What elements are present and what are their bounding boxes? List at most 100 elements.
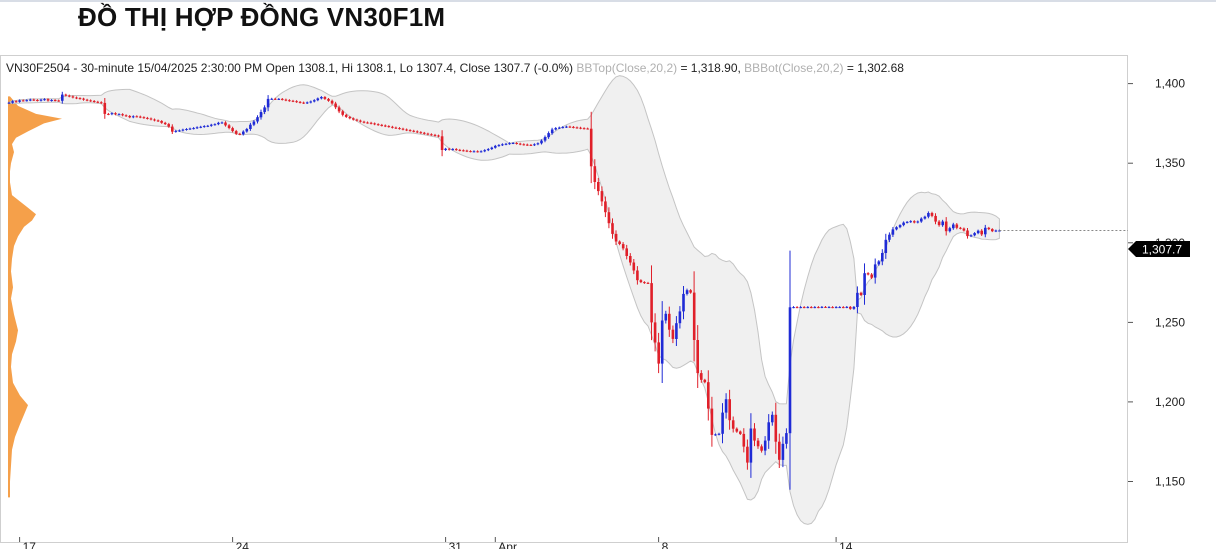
candle-body [107, 113, 110, 115]
candle [305, 101, 309, 104]
candle-body [515, 143, 518, 144]
candle-body [359, 120, 362, 122]
y-tick-label: 1,150 [1155, 475, 1185, 489]
candle [749, 413, 753, 478]
candle [149, 117, 153, 121]
candle-body [678, 311, 682, 324]
candle-body [632, 262, 636, 271]
candle [462, 149, 465, 152]
candle-body [256, 117, 259, 122]
candle [771, 411, 774, 426]
candle [952, 222, 955, 230]
candle [39, 98, 43, 102]
candle [309, 100, 312, 104]
candle [536, 142, 540, 146]
candle-body [845, 306, 849, 308]
candle-body [966, 230, 969, 237]
candle [82, 97, 85, 101]
candle [128, 115, 131, 119]
candle [181, 128, 185, 132]
candle-body [579, 127, 582, 129]
candle-body [682, 293, 685, 312]
candle-body [852, 306, 856, 309]
candle [206, 124, 210, 128]
candle-body [224, 122, 227, 126]
candle [373, 122, 376, 126]
candle-body [78, 98, 82, 100]
candle-body [554, 128, 557, 130]
candle [401, 127, 405, 131]
candle-body [440, 136, 444, 150]
candle [795, 306, 799, 309]
x-tick-label: 17 [23, 540, 37, 549]
candle-body [202, 126, 206, 128]
candle [948, 226, 952, 233]
candle [937, 220, 941, 227]
candle-body [600, 191, 604, 202]
candle [916, 220, 920, 224]
candle-body [888, 234, 891, 240]
candle-body [849, 306, 852, 309]
candle [227, 124, 231, 130]
candle [501, 143, 504, 146]
candle [909, 220, 912, 223]
candle [664, 310, 668, 324]
candle [394, 126, 398, 129]
candle-body [696, 340, 699, 374]
candle-body [451, 149, 454, 151]
last-price-badge [1128, 241, 1190, 257]
candle [852, 306, 856, 310]
candle [632, 259, 636, 275]
candle [249, 122, 252, 131]
candle-body [731, 420, 735, 429]
candle [717, 432, 721, 436]
candle [518, 142, 522, 146]
candle-body [85, 99, 89, 101]
candle [927, 211, 930, 219]
candle-body [53, 100, 57, 101]
candle [217, 121, 220, 126]
candle [266, 95, 270, 112]
candle-body [131, 116, 135, 118]
candle-body [36, 100, 39, 101]
candle-body [82, 98, 85, 100]
candle-body [11, 101, 14, 103]
candle [78, 97, 82, 100]
candle [142, 116, 146, 119]
candle [366, 121, 369, 124]
candle [714, 433, 717, 436]
candle-body [181, 129, 185, 131]
candle [511, 142, 515, 145]
candle-body [309, 101, 312, 103]
candle [991, 228, 994, 233]
candle-body [941, 221, 944, 226]
candle [224, 121, 227, 127]
candle-body [185, 129, 188, 130]
candle [611, 218, 614, 239]
candle [369, 121, 373, 125]
candle [728, 389, 731, 430]
candle-body [135, 116, 139, 118]
candle-body [976, 230, 980, 234]
candle-body [18, 100, 21, 102]
candle [178, 129, 181, 132]
candle [469, 150, 472, 153]
candle-body [543, 137, 547, 141]
candle-body [313, 100, 316, 102]
candle-body [558, 127, 561, 129]
candle-body [756, 440, 760, 447]
candle-body [792, 307, 795, 309]
candle-body [494, 145, 497, 148]
candle [486, 148, 490, 152]
candle [199, 125, 202, 129]
candle [455, 148, 458, 151]
candle-body [806, 307, 810, 309]
candle-body [114, 113, 117, 115]
candle-body [774, 414, 778, 442]
candle [597, 177, 600, 196]
bbtop-label: BBTop(Close,20,2) [576, 61, 678, 75]
candle-body [305, 102, 309, 104]
candle-body [64, 94, 68, 96]
candle-body [618, 241, 621, 244]
candle-body [575, 127, 579, 129]
